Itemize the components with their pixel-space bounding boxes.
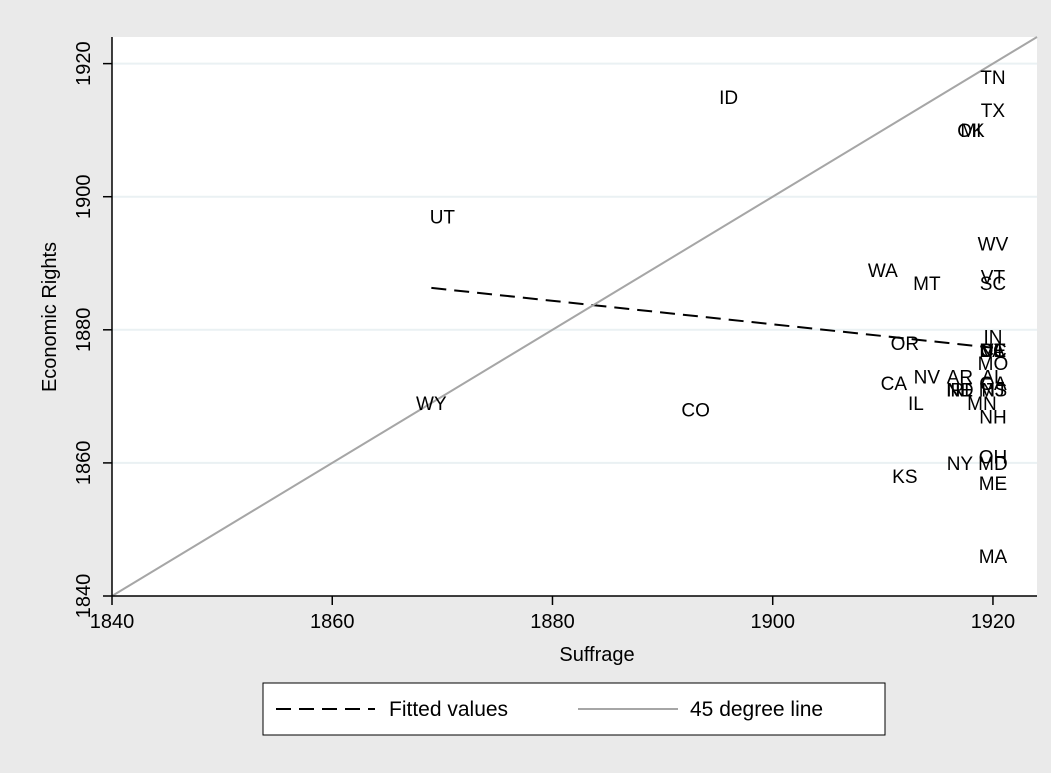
diagonal-45-degree-line [111,36,1038,597]
point-label: CA [881,374,908,395]
y-axis-label: Economic Rights [39,242,61,392]
point-label: DE [980,341,1006,362]
series-lines [111,36,1038,597]
point-label: TN [980,68,1005,89]
point-label: AL [981,367,1004,388]
point-label: IL [908,394,924,415]
point-label: RI [950,381,969,402]
point-label: GA [979,374,1007,395]
x-tick-label: 1920 [971,611,1016,633]
point-label: MO [978,354,1009,375]
point-label: NE [947,381,973,402]
point-label: VT [981,268,1006,289]
point-label: MS [979,381,1008,402]
point-label: SC [980,274,1006,295]
point-label: CT [980,341,1006,362]
y-tick-label: 1860 [73,441,95,486]
point-label: CO [681,401,710,422]
point-label: AR [947,367,973,388]
point-label: MD [978,454,1008,475]
point-label: MI [960,121,981,142]
axes: 1840 1860 1880 1900 1920 1840 1860 1880 1900 1920 [73,37,1037,633]
point-label: NY [947,454,974,475]
point-label: MT [913,274,941,295]
point-label: OR [891,334,920,355]
point-label: OK [957,121,985,142]
x-tick-label: 1860 [310,611,355,633]
point-label: TX [981,101,1006,122]
point-label: ME [979,474,1008,495]
y-tick-label: 1840 [73,574,95,619]
point-label: OH [979,447,1008,468]
fitted-values-line [431,286,994,349]
point-label: ID [719,88,738,109]
y-tick-label: 1880 [73,308,95,353]
point-label: WY [416,394,447,415]
legend-label-45-degree: 45 degree line [690,698,823,721]
legend: Fitted values 45 degree line [262,682,886,736]
x-tick-label: 1880 [530,611,575,633]
point-label: WV [978,234,1009,255]
point-label: NJ [981,381,1004,402]
y-tick-label: 1920 [73,41,95,86]
point-label: KS [892,467,917,488]
point-label: ND [946,381,973,402]
point-label: NC [979,341,1006,362]
point-label: WA [868,261,898,282]
gridlines [112,62,1037,464]
y-tick-label: 1900 [73,174,95,219]
point-label: UT [430,208,456,229]
point-label: IN [983,327,1002,348]
legend-label-fitted: Fitted values [389,698,508,721]
point-label: VA [981,341,1005,362]
point-label: MA [979,547,1008,568]
x-tick-label: 1840 [90,611,135,633]
legend-box [262,682,886,736]
point-label: NV [914,367,941,388]
point-label: MN [967,394,997,415]
x-tick-label: 1900 [750,611,795,633]
x-axis-label: Suffrage [559,644,634,666]
point-label: NH [979,407,1006,428]
